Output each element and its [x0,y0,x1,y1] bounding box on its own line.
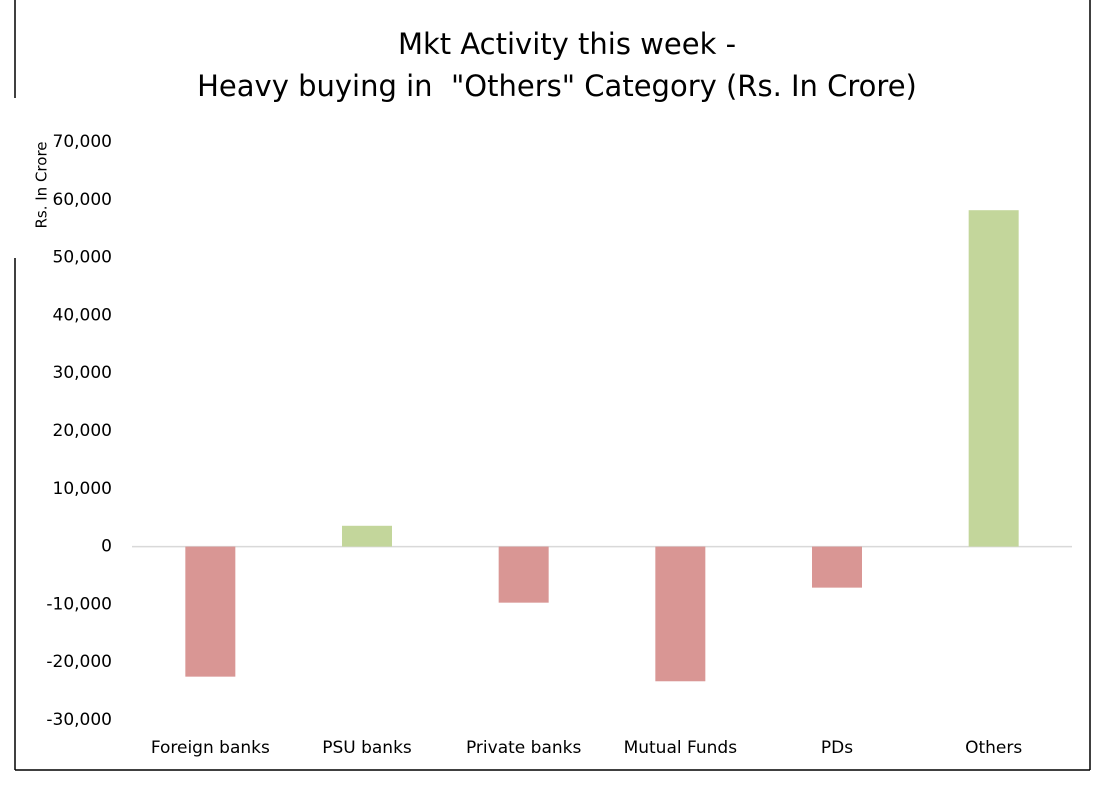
bar [342,525,392,547]
x-tick-label: PDs [821,738,853,758]
y-tick-label: 50,000 [53,248,112,268]
x-tick-label: Mutual Funds [624,738,738,758]
bar [655,546,706,682]
y-tick-label: -30,000 [46,710,112,730]
x-tick-label: Others [965,738,1022,758]
y-tick-label: 10,000 [53,479,112,499]
y-tick-label: 20,000 [53,421,112,441]
y-tick-label: -10,000 [46,594,112,614]
y-tick-label: 60,000 [53,190,112,210]
x-tick-label: PSU banks [322,738,412,758]
y-tick-label: 70,000 [53,132,112,152]
y-axis-label: Rs. In Crore [33,141,51,228]
y-tick-label: 30,000 [53,363,112,383]
y-tick-label: 0 [101,537,112,557]
y-tick-label: 40,000 [53,305,112,325]
bar [185,546,236,677]
bar [968,210,1019,547]
chart-title: Heavy buying in "Others" Category (Rs. I… [197,69,917,103]
y-tick-label: -20,000 [46,652,112,672]
x-tick-label: Foreign banks [151,738,270,758]
chart-title: Mkt Activity this week - [398,27,736,61]
x-tick-label: Private banks [466,738,581,758]
bar [498,546,549,603]
bar [812,546,862,588]
